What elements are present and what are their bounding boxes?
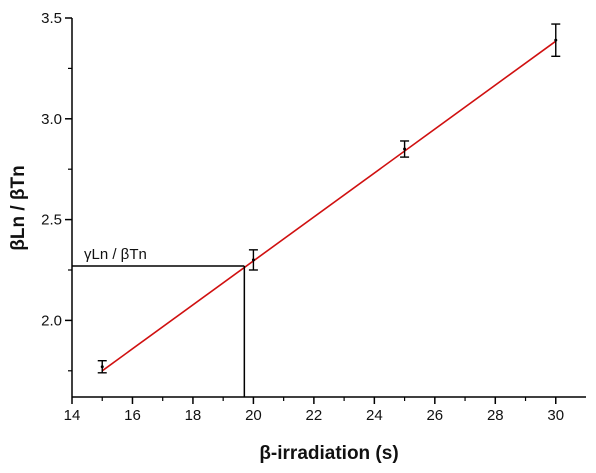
data-point <box>554 38 558 42</box>
x-tick-label: 16 <box>124 407 141 424</box>
y-tick-label: 2.0 <box>41 312 62 329</box>
x-tick-label: 28 <box>487 407 504 424</box>
x-tick-label: 20 <box>245 407 262 424</box>
tick-marks <box>65 17 557 404</box>
x-axis-title: β-irradiation (s) <box>259 443 398 464</box>
x-tick-label: 30 <box>547 407 564 424</box>
tick-labels: 14 16 18 20 22 24 26 28 30 2.0 2.5 3.0 3.5 <box>41 10 564 424</box>
interpolation-label: γLn / βTn <box>84 246 147 263</box>
axes <box>71 18 586 398</box>
data-point <box>251 258 255 262</box>
y-axis-title: βLn / βTn <box>8 165 29 250</box>
x-tick-label: 26 <box>426 407 443 424</box>
y-tick-label: 2.5 <box>41 212 62 229</box>
fit-line-group <box>101 40 557 372</box>
x-tick-label: 22 <box>306 407 323 424</box>
fit-line <box>101 40 557 372</box>
x-tick-label: 18 <box>185 407 202 424</box>
data-point <box>100 365 104 369</box>
data-points <box>97 23 561 374</box>
interpolation-group: γLn / βTn <box>72 246 246 397</box>
data-point <box>403 147 407 151</box>
x-tick-label: 14 <box>64 407 81 424</box>
y-tick-label: 3.0 <box>41 111 62 128</box>
y-tick-label: 3.5 <box>41 10 62 27</box>
x-tick-label: 24 <box>366 407 383 424</box>
